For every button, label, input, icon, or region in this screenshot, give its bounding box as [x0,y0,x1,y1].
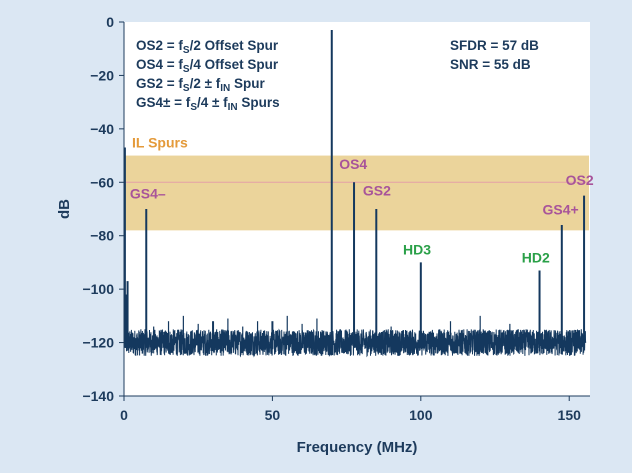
il-spurs-band [125,155,589,231]
annotation-hd3: HD3 [403,241,431,257]
metric-text: SFDR = 57 dB [450,38,539,53]
y-tick-label: −40 [90,121,114,137]
y-axis-title: dB [56,199,73,219]
annotation-hd2: HD2 [522,249,550,265]
y-tick-label: −60 [90,174,114,190]
il-spurs-label: IL Spurs [132,135,188,151]
x-tick-label: 0 [120,407,128,423]
legend-entry: GS4± = fS/4 ± fIN Spurs [136,95,280,113]
y-tick-label: −80 [90,228,114,244]
y-tick-label: −120 [82,335,114,351]
metric-text: SNR = 55 dB [450,57,531,72]
annotation-gs4: GS4+ [543,201,579,217]
annotation-os2: OS2 [566,172,594,188]
y-tick-label: 0 [106,14,114,30]
legend-entry: OS4 = fS/4 Offset Spur [136,57,279,75]
annotation-os4: OS4 [339,156,367,172]
annotation-gs4: GS4– [130,185,166,201]
x-tick-label: 150 [558,407,582,423]
legend-entry: OS2 = fS/2 Offset Spur [136,38,279,56]
x-tick-label: 100 [409,407,433,423]
y-tick-label: −20 [90,67,114,83]
y-tick-label: −100 [82,281,114,297]
x-axis-title: Frequency (MHz) [297,439,418,456]
x-tick-label: 50 [265,407,281,423]
legend-entry: GS2 = fS/2 ± fIN Spur [136,76,265,94]
y-tick-label: −140 [82,388,114,404]
noise-floor-trace [125,328,587,358]
annotation-gs2: GS2 [363,183,391,199]
